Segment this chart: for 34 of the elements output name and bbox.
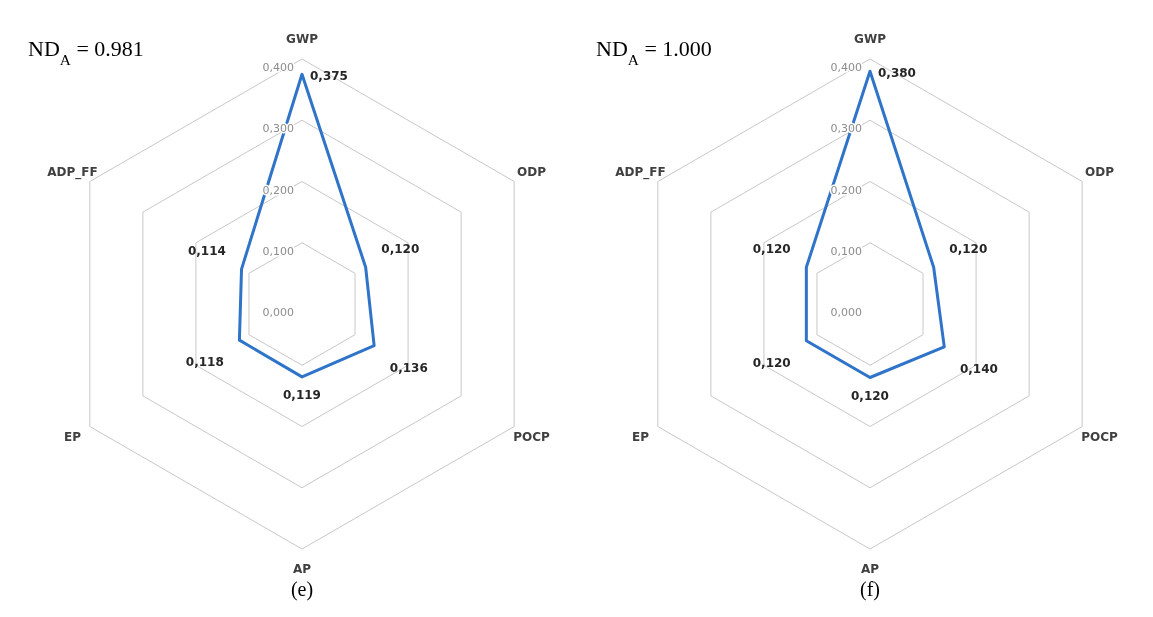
data-label: 0,120 (752, 242, 791, 257)
spoke-label: EP (64, 429, 82, 444)
chart-title: ND$_{A}$ = 1.000 (596, 36, 712, 68)
spoke-label: ADP_FF (47, 164, 98, 180)
data-label: 0,118 (185, 355, 224, 370)
text: (f) (860, 578, 880, 601)
spoke-label: EP (632, 429, 650, 444)
spoke-label: ODP (1085, 164, 1115, 179)
spoke-label: GWP (854, 32, 887, 46)
data-label: 0,120 (752, 355, 791, 370)
spoke-label: POCP (1081, 429, 1118, 444)
data-label: 0,114 (187, 244, 226, 259)
data-label: 0,120 (381, 242, 420, 257)
spoke-label: POCP (513, 429, 550, 444)
spoke-label: GWP (286, 32, 319, 46)
y-tick-label: 0,000 (262, 306, 294, 319)
spoke-label: AP (292, 562, 312, 576)
y-tick-label: 0,400 (830, 61, 862, 74)
spoke-label: AP (860, 562, 880, 576)
y-tick-label: 0,100 (262, 244, 294, 258)
text: (e) (290, 578, 314, 601)
data-label: 0,119 (283, 387, 321, 402)
data-label: 0,375 (310, 69, 348, 84)
spoke-label: ODP (517, 164, 547, 179)
data-label: 0,380 (878, 66, 916, 81)
spoke-label: ADP_FF (615, 164, 666, 180)
data-label: 0,136 (389, 360, 428, 375)
y-tick-label: 0,000 (830, 306, 862, 319)
data-label: 0,140 (959, 361, 998, 376)
data-label: 0,120 (949, 242, 988, 257)
y-tick-label: 0,100 (830, 244, 862, 258)
y-tick-label: 0,400 (262, 61, 294, 74)
data-label: 0,120 (851, 388, 889, 403)
chart-title: ND$_{A}$ = 0.981 (28, 36, 144, 68)
